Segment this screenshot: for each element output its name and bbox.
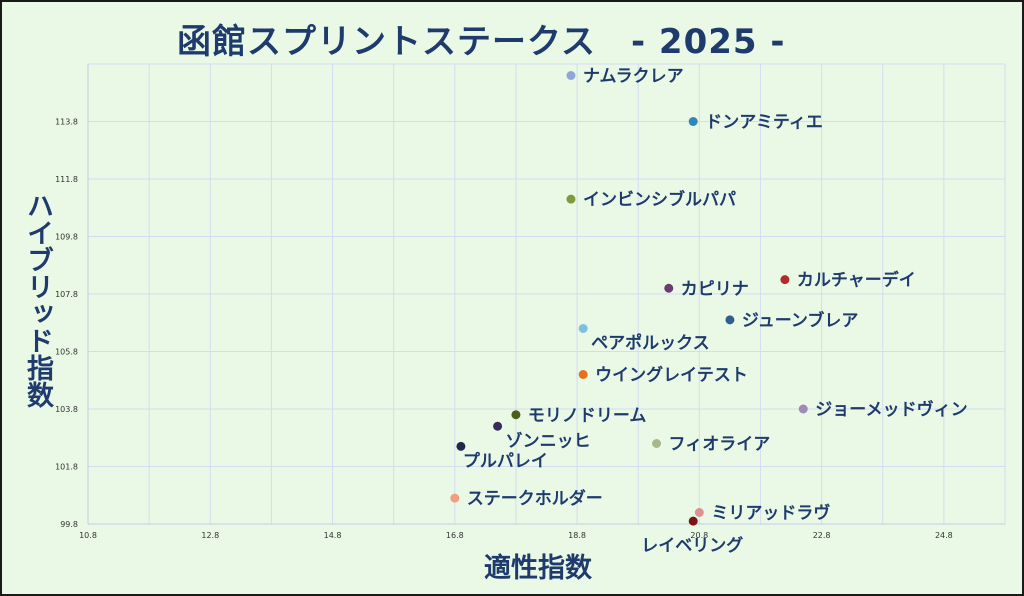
data-label: カピリナ: [681, 279, 749, 299]
y-tick-label: 109.8: [55, 233, 78, 242]
data-point: [664, 283, 674, 293]
data-point: [578, 324, 588, 333]
data-point: [688, 516, 698, 526]
chart-title: 函館スプリントステークス - 2025 -: [177, 22, 786, 62]
data-label: カルチャーデイ: [797, 270, 916, 291]
data-label: ジョーメッドヴィン: [815, 399, 967, 420]
data-point: [456, 441, 466, 451]
data-point: [652, 439, 662, 448]
data-point: [725, 315, 735, 325]
data-label: ミリアッドラヴ: [711, 503, 830, 524]
x-tick-label: 10.8: [79, 531, 97, 540]
data-label: プルパレイ: [463, 450, 548, 471]
x-tick-label: 24.8: [935, 531, 953, 540]
data-point: [566, 194, 576, 204]
y-tick-label: 99.8: [60, 520, 78, 529]
data-label: インビンシブルパパ: [583, 189, 736, 210]
y-tick-label: 113.8: [55, 118, 78, 127]
x-tick-label: 16.8: [446, 531, 464, 540]
data-label: レイベリング: [641, 535, 743, 556]
data-label: ペアポルックス: [591, 333, 710, 354]
data-point: [450, 493, 460, 503]
data-label: ウイングレイテスト: [595, 365, 748, 386]
data-label: ステークホルダー: [467, 488, 603, 509]
x-axis-label: 適性指数: [484, 553, 592, 584]
y-tick-label: 111.8: [55, 175, 78, 184]
y-tick-label: 103.8: [55, 405, 78, 414]
data-label: ナムラクレア: [583, 67, 684, 87]
data-label: ゾンニッヒ: [506, 431, 591, 451]
data-point: [578, 370, 588, 379]
data-label: ドンアミティエ: [705, 113, 823, 133]
data-point: [780, 275, 790, 285]
x-tick-label: 20.8: [690, 531, 708, 540]
data-point: [493, 421, 503, 431]
y-tick-label: 107.8: [55, 290, 78, 299]
y-tick-label: 105.8: [55, 348, 78, 357]
data-point: [694, 508, 704, 517]
x-tick-label: 18.8: [568, 531, 586, 540]
y-axis-label: ハイブリッド指数: [22, 192, 53, 408]
data-point: [688, 117, 698, 126]
x-tick-label: 22.8: [813, 531, 831, 540]
data-point: [511, 410, 521, 420]
data-label: ジューンブレア: [742, 310, 858, 331]
data-label: モリノドリーム: [528, 406, 647, 426]
data-point: [566, 71, 576, 80]
data-point: [798, 404, 808, 414]
data-label: フィオライア: [669, 435, 771, 455]
x-tick-label: 14.8: [324, 531, 342, 540]
x-tick-label: 12.8: [201, 531, 219, 540]
y-tick-label: 101.8: [55, 463, 78, 472]
